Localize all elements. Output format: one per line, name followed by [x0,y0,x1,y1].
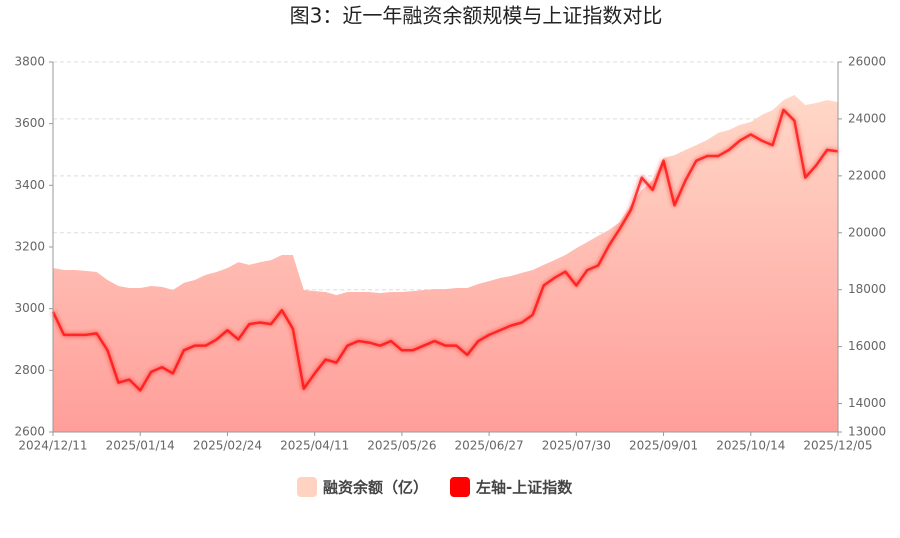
x-tick-label: 2025/12/05 [803,439,872,453]
y2-tick-label: 20000 [848,225,886,239]
y-tick-label: 2800 [14,363,45,377]
chart-title: 图3：近一年融资余额规模与上证指数对比 [290,4,663,28]
y2-tick-label: 16000 [848,339,886,353]
x-tick-label: 2025/06/27 [455,439,524,453]
y2-tick-label: 13000 [848,425,886,439]
x-tick-label: 2025/05/26 [367,439,436,453]
y2-tick-label: 18000 [848,282,886,296]
line [51,108,839,392]
y2-tick-label: 22000 [848,168,886,182]
x-tick-label: 2025/09/01 [629,439,698,453]
y-tick-label: 3000 [14,301,45,315]
y2-tick-label: 24000 [848,111,886,125]
x-tick-label: 2025/01/14 [106,439,175,453]
y-tick-label: 3200 [14,240,45,254]
x-tick-label: 2025/10/14 [716,439,785,453]
y-tick-label: 3800 [14,55,45,69]
x-tick-label: 2025/04/11 [280,439,349,453]
x-tick-label: 2025/07/30 [542,439,611,453]
legend-text: 融资余额（亿） [323,479,428,497]
area [53,95,838,432]
legend-swatch [450,477,470,497]
y-tick-label: 3600 [14,116,45,130]
y2-tick-label: 26000 [848,55,886,69]
y2-tick-label: 14000 [848,396,886,410]
x-tick-label: 2025/02/24 [193,439,262,453]
legend-text: 左轴-上证指数 [475,479,573,497]
x-tick-label: 2024/12/11 [18,439,87,453]
y-tick-label: 2600 [14,425,45,439]
legend-swatch [297,477,317,497]
y-tick-label: 3400 [14,178,45,192]
